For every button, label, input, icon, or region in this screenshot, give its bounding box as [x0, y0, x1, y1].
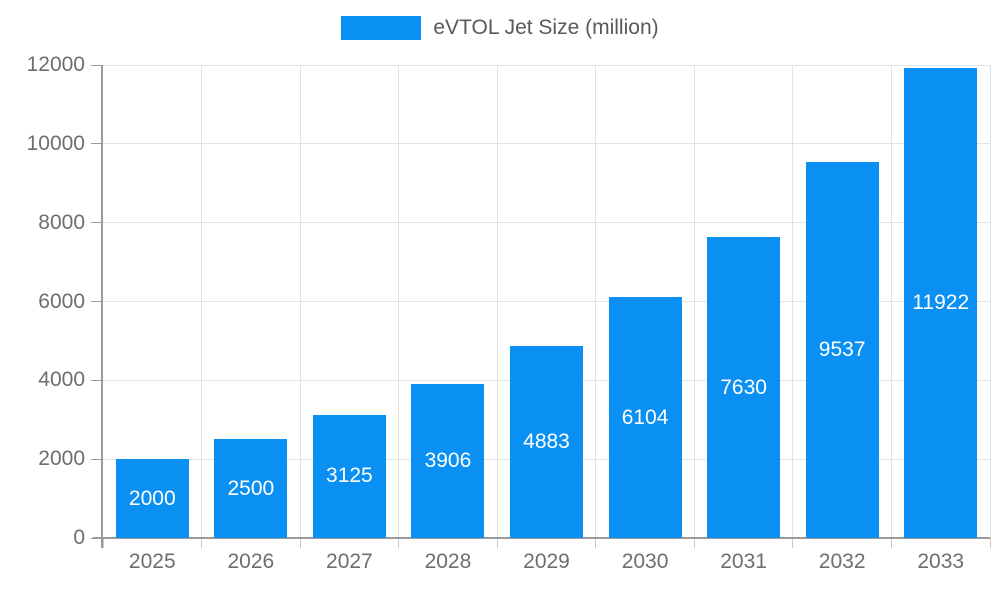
y-tick-label: 12000	[26, 53, 85, 76]
x-tick-mark	[299, 538, 301, 548]
x-tick-mark	[693, 538, 695, 548]
y-tick-label: 6000	[38, 289, 85, 313]
bar-value-label: 9537	[818, 338, 866, 362]
bar-2033[interactable]: 11922	[904, 68, 978, 538]
bar-2025[interactable]: 2000	[115, 459, 189, 538]
x-tick-mark	[595, 538, 597, 548]
x-tick-mark	[890, 538, 892, 548]
y-tick-mark	[91, 379, 101, 381]
bar-2030[interactable]: 6104	[608, 297, 682, 538]
x-tick-label: 2029	[523, 550, 570, 573]
bar-value-label: 6104	[621, 405, 669, 429]
x-axis-line	[93, 537, 990, 539]
y-axis-line	[101, 65, 103, 548]
y-gridline	[103, 64, 990, 66]
x-gridline	[595, 65, 597, 538]
bar-2029[interactable]: 4883	[510, 345, 583, 538]
y-tick-label: 2000	[38, 447, 85, 471]
x-gridline	[201, 65, 203, 538]
y-tick-label: 4000	[38, 368, 85, 392]
legend-label[interactable]: eVTOL Jet Size (million)	[433, 16, 659, 39]
x-tick-label: 2027	[326, 550, 373, 573]
y-gridline	[103, 222, 990, 224]
y-tick-mark	[91, 222, 101, 224]
bar-value-label: 11922	[912, 291, 970, 315]
y-tick-mark	[91, 458, 101, 460]
bar-value-label: 3906	[424, 449, 472, 473]
y-tick-mark	[91, 64, 101, 66]
x-gridline	[496, 65, 498, 538]
bar-value-label: 3125	[326, 464, 373, 488]
bar-2032[interactable]: 9537	[805, 162, 879, 538]
x-gridline	[398, 65, 400, 538]
y-tick-label: 10000	[26, 131, 85, 155]
x-tick-mark	[398, 538, 400, 548]
x-tick-mark	[102, 538, 104, 548]
x-tick-label: 2028	[424, 550, 472, 573]
plot-area: 0 2000 4000 6000 8000 10000 12000 2025 2026 2027 2…	[27, 53, 991, 573]
x-tick-label: 2025	[128, 550, 176, 573]
x-tick-label: 2032	[818, 550, 866, 573]
chart-legend[interactable]: eVTOL Jet Size (million)	[0, 16, 1000, 40]
x-gridline	[989, 65, 991, 538]
y-tick-mark	[91, 301, 101, 302]
bar-value-label: 2000	[128, 486, 176, 510]
bar-2031[interactable]: 7630	[707, 237, 781, 538]
y-tick-label: 0	[73, 526, 85, 549]
y-gridline	[103, 301, 990, 302]
x-tick-mark	[989, 538, 991, 548]
x-tick-label: 2031	[720, 550, 767, 573]
x-gridline	[792, 65, 794, 538]
x-tick-label: 2033	[917, 550, 965, 573]
bar-value-label: 2500	[227, 476, 275, 500]
bar-2026[interactable]: 2500	[214, 439, 288, 538]
x-tick-mark	[496, 538, 498, 548]
bar-value-label: 4883	[523, 429, 570, 453]
x-tick-label: 2026	[227, 550, 275, 573]
bar-value-label: 7630	[720, 375, 767, 399]
x-gridline	[890, 65, 892, 538]
y-tick-mark	[91, 143, 101, 145]
x-gridline	[693, 65, 695, 538]
x-tick-mark	[792, 538, 794, 548]
bar-2027[interactable]: 3125	[312, 414, 386, 538]
y-gridline	[103, 143, 990, 145]
x-tick-mark	[201, 538, 203, 548]
legend-swatch[interactable]	[341, 16, 422, 40]
y-tick-label: 8000	[38, 210, 85, 234]
bar-2028[interactable]: 3906	[411, 384, 485, 538]
x-tick-label: 2030	[621, 550, 669, 573]
x-gridline	[299, 65, 301, 538]
